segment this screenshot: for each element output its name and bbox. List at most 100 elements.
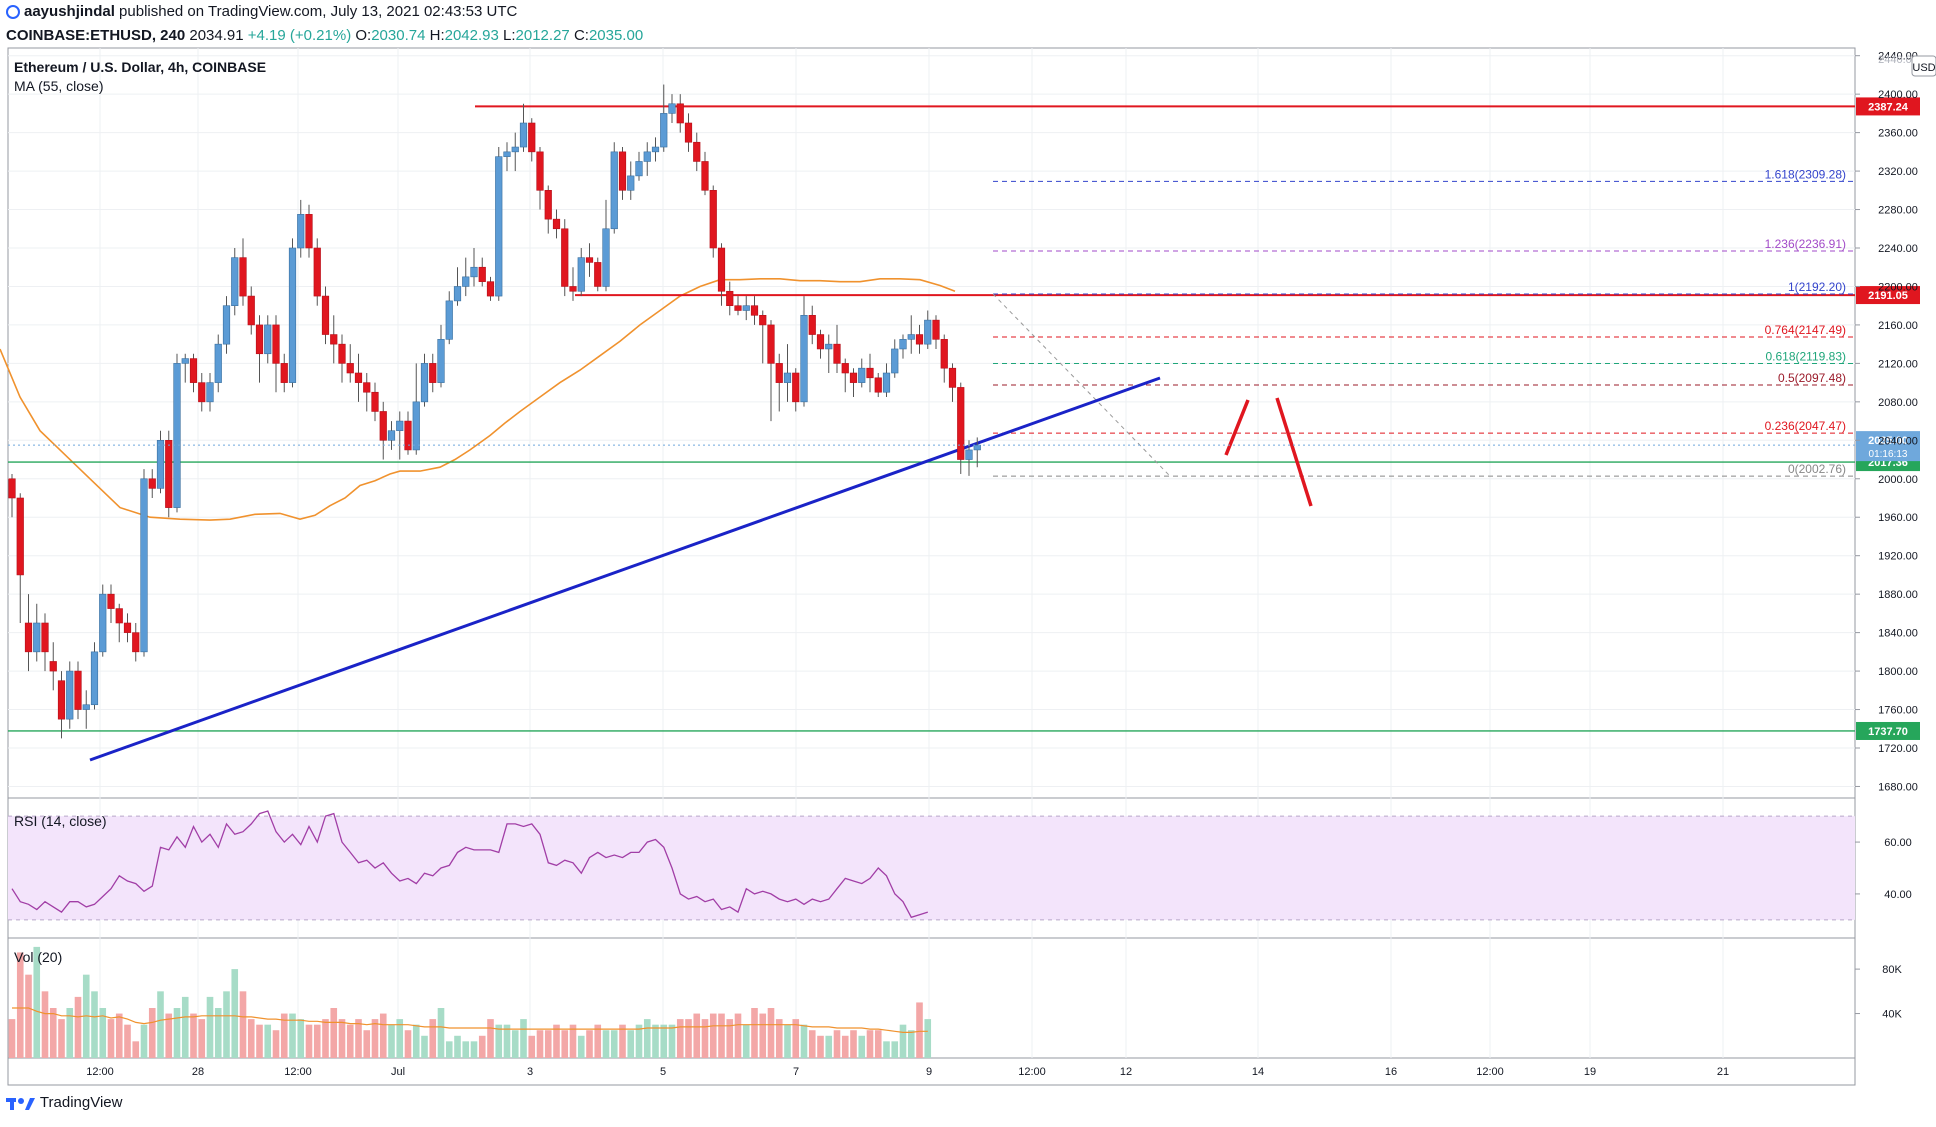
svg-text:2387.24: 2387.24 <box>1868 101 1909 113</box>
volume-bar <box>916 1002 923 1058</box>
volume-bar <box>866 1030 874 1058</box>
candle <box>429 353 437 393</box>
price-tick-label: 1760.00 <box>1878 705 1918 717</box>
candle <box>123 613 132 643</box>
trend-line[interactable] <box>89 376 1161 762</box>
projection-up-arrow <box>1224 399 1250 456</box>
volume-bar <box>322 1019 329 1058</box>
close-label: C: <box>573 27 589 44</box>
volume-bar <box>874 1030 882 1058</box>
svg-text:2191.05: 2191.05 <box>1868 290 1908 302</box>
volume-bar <box>693 1013 701 1058</box>
volume-bar <box>709 1013 717 1058</box>
candle <box>478 257 486 287</box>
candle <box>486 276 495 301</box>
volume-bar <box>495 1024 503 1058</box>
price-tick-label: 2120.00 <box>1878 358 1918 370</box>
volume-bar <box>792 1019 800 1058</box>
candle <box>866 353 874 393</box>
price-tick-label: 2240.00 <box>1878 243 1918 255</box>
volume-bar <box>553 1024 560 1058</box>
candle <box>313 238 321 306</box>
candle <box>412 363 420 455</box>
candle <box>759 310 767 364</box>
candle <box>891 339 899 378</box>
candle <box>544 185 552 234</box>
volume-bar <box>907 1030 915 1058</box>
candle <box>107 584 115 623</box>
candle <box>841 358 849 393</box>
current-price-tag[interactable]: 2035.00 01:16:13 <box>1856 431 1920 462</box>
candle <box>874 373 882 398</box>
price-tick-label: 2040.00 <box>1878 435 1918 447</box>
fibonacci-levels[interactable]: 1.618(2309.28) 1.236(2236.91) 1(2192.20) 0.… <box>992 167 1855 477</box>
candle <box>775 353 783 412</box>
candle <box>272 315 280 393</box>
volume-ma-line <box>12 1007 928 1034</box>
volume-bar <box>115 1013 123 1058</box>
volume-bar <box>924 1019 932 1058</box>
candle <box>948 363 957 402</box>
price-tick-label: 1680.00 <box>1878 781 1918 793</box>
volume-bar <box>569 1024 577 1058</box>
candle <box>24 594 33 672</box>
resistance-2387-price-tag[interactable]: 2387.24 <box>1856 97 1920 116</box>
candle <box>882 363 891 398</box>
candle <box>709 185 717 258</box>
time-tick-label: 19 <box>1584 1066 1596 1078</box>
volume-bar <box>833 1030 841 1058</box>
volume-bar <box>107 1019 115 1058</box>
candle <box>49 642 57 691</box>
volume-bar <box>883 1041 890 1058</box>
candle <box>74 661 82 720</box>
volume-bar <box>289 1013 296 1058</box>
symbol-label: COINBASE:ETHUSD, 240 <box>6 27 186 44</box>
open-value: 2030.74 <box>371 27 426 44</box>
volume-bar <box>124 1024 131 1058</box>
volume-bar <box>635 1024 643 1058</box>
candle <box>206 373 214 412</box>
volume-bar <box>181 996 189 1058</box>
volume-bar <box>784 1024 791 1058</box>
candle <box>800 296 808 407</box>
volume-bar <box>247 1019 255 1058</box>
candle <box>445 291 453 345</box>
candle <box>338 334 346 383</box>
fib-level-label: 0(2002.76) <box>1788 462 1846 476</box>
series-line: COINBASE:ETHUSD, 240 2034.91 +4.19 (+0.2… <box>6 27 643 44</box>
currency-box[interactable] <box>1911 55 1936 77</box>
volume-bar <box>503 1024 511 1058</box>
candle <box>528 118 536 162</box>
volume-bar <box>594 1024 602 1058</box>
fib-level-label: 1.618(2309.28) <box>1765 167 1846 181</box>
candle <box>198 373 206 412</box>
volume-bar <box>74 996 82 1058</box>
vol-tick-label: 40K <box>1882 1009 1902 1021</box>
volume-bar <box>148 1008 156 1058</box>
resistance-2191-price-tag[interactable]: 2191.05 <box>1856 286 1920 305</box>
candle <box>305 204 313 258</box>
volume-bar <box>330 1008 338 1058</box>
footer-brand[interactable]: TradingView <box>6 1094 122 1111</box>
candle <box>561 219 569 297</box>
price-tick-label: 1960.00 <box>1878 512 1918 524</box>
volume-bar <box>214 1008 222 1058</box>
candle <box>627 161 635 200</box>
price-tick-label-top: 2440.00 <box>1878 54 1918 66</box>
volume-bar <box>49 1008 57 1058</box>
fib-level-label: 0.764(2147.49) <box>1765 323 1846 337</box>
volume-bar <box>586 1030 593 1058</box>
volume-bar <box>726 1019 734 1058</box>
published-text: published on TradingView.com, July 13, 2… <box>119 3 518 20</box>
candle <box>330 315 338 364</box>
volume-bar <box>388 1024 395 1058</box>
price-tick-label: 2360.00 <box>1878 128 1918 140</box>
author-name[interactable]: aayushjindal <box>24 3 115 20</box>
volume-bar <box>685 1019 692 1058</box>
high-value: 2042.93 <box>444 27 499 44</box>
candle <box>536 147 544 210</box>
footer-brand-text: TradingView <box>39 1094 123 1111</box>
support-1737-price-tag[interactable]: 1737.70 <box>1856 721 1920 740</box>
volume-bar <box>157 991 164 1058</box>
